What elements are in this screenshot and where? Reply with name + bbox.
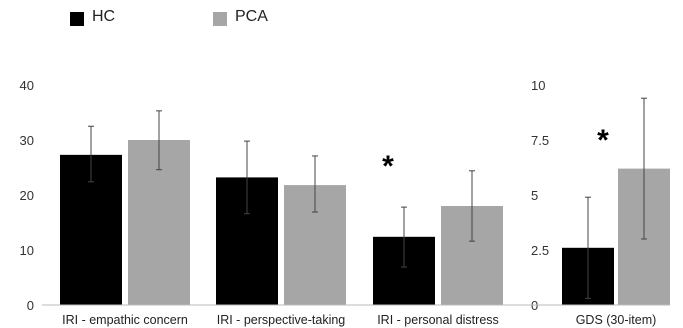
legend-swatch-pca <box>213 12 227 26</box>
legend-swatch-hc <box>70 12 84 26</box>
y-tick-label: 30 <box>20 133 34 148</box>
x-category-label: IRI - personal distress <box>377 313 499 327</box>
y-tick-label: 40 <box>20 78 34 93</box>
significance-star: * <box>597 124 609 157</box>
x-category-label: IRI - perspective-taking <box>217 313 346 327</box>
y2-tick-label: 2.5 <box>531 243 549 258</box>
legend-label-hc: HC <box>92 8 116 25</box>
y2-tick-label: 7.5 <box>531 133 549 148</box>
legend-label-pca: PCA <box>235 8 268 25</box>
significance-star: * <box>382 150 394 183</box>
y-tick-label: 10 <box>20 243 34 258</box>
y2-tick-label: 5 <box>531 188 538 203</box>
y-tick-label: 0 <box>27 298 34 313</box>
x-category-label: IRI - empathic concern <box>62 313 188 327</box>
x-category-label: GDS (30-item) <box>576 313 657 327</box>
y2-tick-label: 10 <box>531 78 545 93</box>
y-tick-label: 20 <box>20 188 34 203</box>
